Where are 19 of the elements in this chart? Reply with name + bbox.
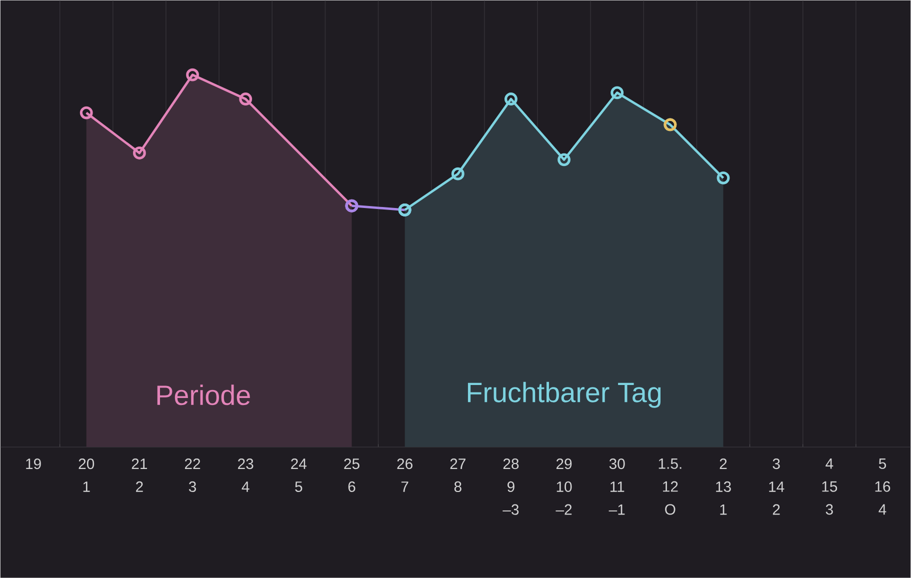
x-tick-label: 30 11 –1 — [608, 458, 625, 515]
x-tick-label: 23 4 — [238, 458, 254, 492]
x-tick-label: 24 5 — [291, 458, 307, 492]
x-tick-label: 21 2 — [132, 458, 148, 492]
x-tick-label: 19 — [26, 458, 41, 470]
x-tick-label: 22 3 — [184, 458, 200, 492]
x-tick-label: 3 14 2 — [769, 458, 784, 515]
x-tick-label: 27 8 — [450, 458, 466, 492]
x-tick-label: 25 6 — [344, 458, 360, 492]
x-tick-label: 2 13 1 — [716, 458, 731, 515]
series-label: Fruchtbarer Tag — [468, 382, 661, 408]
x-tick-label: 4 15 3 — [822, 458, 838, 515]
x-tick-label: 1.5. 12 O — [658, 458, 682, 515]
x-tick-label: 20 1 — [78, 458, 94, 492]
x-tick-label: 26 7 — [397, 458, 412, 492]
x-tick-label: 5 16 4 — [875, 458, 890, 515]
series-label: Periode — [157, 384, 250, 406]
x-tick-label: 29 10 –2 — [556, 458, 572, 515]
x-tick-label: 28 9 –3 — [502, 458, 519, 515]
